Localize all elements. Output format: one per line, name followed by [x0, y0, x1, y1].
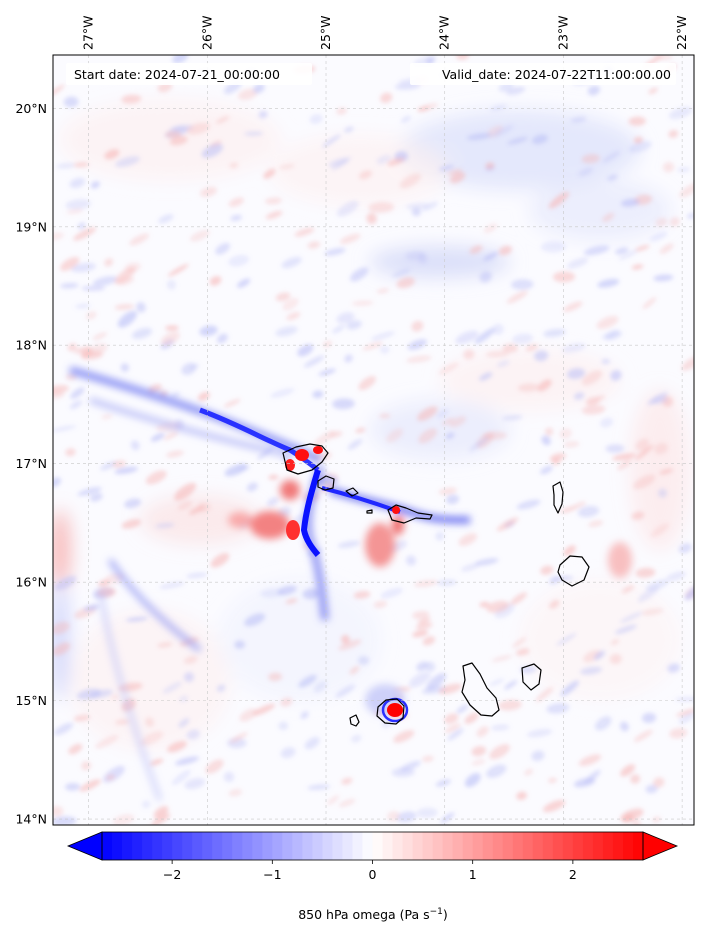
colorbar-extend-min [66, 831, 103, 861]
colorbar-tick-label: −1 [263, 867, 281, 882]
colorbar-segment [292, 832, 303, 860]
colorbar-segment [532, 832, 544, 860]
lon-tick-label: 26°W [199, 15, 214, 50]
colorbar-segment [362, 832, 374, 860]
colorbar-segment [592, 832, 604, 860]
lon-tick-label: 24°W [437, 15, 452, 50]
valid-date-text: Valid_date: 2024-07-22T11:00:00.00 [442, 67, 671, 82]
colorbar-segment [132, 832, 143, 860]
colorbar-segment [572, 832, 584, 860]
colorbar-segment [422, 832, 434, 860]
colorbar-segment [262, 832, 273, 860]
colorbar-extend-max [642, 831, 679, 861]
colorbar-segment [412, 832, 424, 860]
island-sao-nicolau-islet [366, 509, 373, 514]
lon-tick-label: 22°W [674, 15, 689, 50]
colorbar-segment [232, 832, 243, 860]
colorbar-segment [562, 832, 574, 860]
map-frame [52, 54, 695, 826]
lon-tick-label: 23°W [555, 15, 570, 50]
colorbar-segment [582, 832, 594, 860]
colorbar-segment [502, 832, 514, 860]
colorbar-segment [512, 832, 524, 860]
omega-field [53, 55, 694, 825]
colorbar-segment [322, 832, 334, 860]
colorbar-segment [212, 832, 223, 860]
colorbar-segment [612, 832, 624, 860]
island-fogo [376, 698, 405, 725]
lat-tick-label: 18°N [15, 338, 47, 353]
colorbar-segment [192, 832, 203, 860]
gridlines [53, 55, 694, 825]
lat-tick-label: 20°N [15, 101, 47, 116]
colorbar-segment [182, 832, 193, 860]
colorbar-segment [402, 832, 414, 860]
start-date-text: Start date: 2024-07-21_00:00:00 [74, 67, 280, 82]
longitude-tick-labels: 27°W 26°W 25°W 24°W 23°W 22°W [81, 15, 690, 50]
island-santiago [461, 662, 500, 717]
island-sao-nicolau [387, 504, 433, 524]
valid-date-box [410, 63, 676, 85]
island-santa-luzia [345, 487, 359, 497]
colorbar-segment [452, 832, 464, 860]
lat-tick-label: 14°N [15, 812, 47, 827]
colorbar-segment [542, 832, 554, 860]
island-santo-antao [282, 443, 329, 475]
colorbar-segment [432, 832, 444, 860]
colorbar-segment [282, 832, 293, 860]
colorbar-segment [492, 832, 504, 860]
colorbar-segment [372, 832, 384, 860]
lat-tick-label: 16°N [15, 575, 47, 590]
colorbar-segment [382, 832, 394, 860]
colorbar: −2 −1 0 1 2 850 hPa omega (Pa s−1) [66, 831, 679, 922]
colorbar-segment [122, 832, 133, 860]
island-sao-vicente [317, 475, 335, 491]
lon-tick-label: 25°W [318, 15, 333, 50]
colorbar-segment [102, 832, 113, 860]
lat-tick-label: 17°N [15, 456, 47, 471]
colorbar-segment [312, 832, 324, 860]
colorbar-segment [272, 832, 283, 860]
lon-tick-label: 27°W [81, 15, 96, 50]
colorbar-segment [332, 832, 344, 860]
colorbar-segment [222, 832, 233, 860]
colorbar-segment [162, 832, 173, 860]
colorbar-tick-label: 1 [469, 867, 477, 882]
island-brava [349, 714, 360, 727]
colorbar-tick-label: 2 [569, 867, 577, 882]
coastlines [282, 443, 590, 727]
colorbar-segment [142, 832, 153, 860]
colorbar-segment [622, 832, 634, 860]
island-boa-vista [557, 555, 590, 587]
colorbar-segment [302, 832, 313, 860]
lat-tick-label: 15°N [15, 693, 47, 708]
start-date-box [66, 63, 312, 85]
colorbar-tick-label: −2 [163, 867, 181, 882]
colorbar-segment [462, 832, 474, 860]
island-sal [552, 481, 564, 514]
colorbar-segment [202, 832, 213, 860]
colorbar-label: 850 hPa omega (Pa s−1) [298, 907, 448, 922]
colorbar-segment [632, 832, 644, 860]
colorbar-segment [602, 832, 614, 860]
colorbar-segment [472, 832, 484, 860]
colorbar-segment [252, 832, 263, 860]
colorbar-segment [152, 832, 163, 860]
colorbar-segment [442, 832, 454, 860]
colorbar-segment [552, 832, 564, 860]
latitude-tick-labels: 14°N 15°N 16°N 17°N 18°N 19°N 20°N [15, 101, 47, 827]
colorbar-segment [522, 832, 534, 860]
colorbar-segment [392, 832, 404, 860]
island-maio [521, 663, 542, 691]
colorbar-segment [352, 832, 364, 860]
colorbar-segment [242, 832, 253, 860]
colorbar-segment [342, 832, 354, 860]
colorbar-segment [112, 832, 123, 860]
colorbar-segment [172, 832, 183, 860]
colorbar-segment [482, 832, 494, 860]
colorbar-tick-label: 0 [369, 867, 377, 882]
lat-tick-label: 19°N [15, 219, 47, 234]
